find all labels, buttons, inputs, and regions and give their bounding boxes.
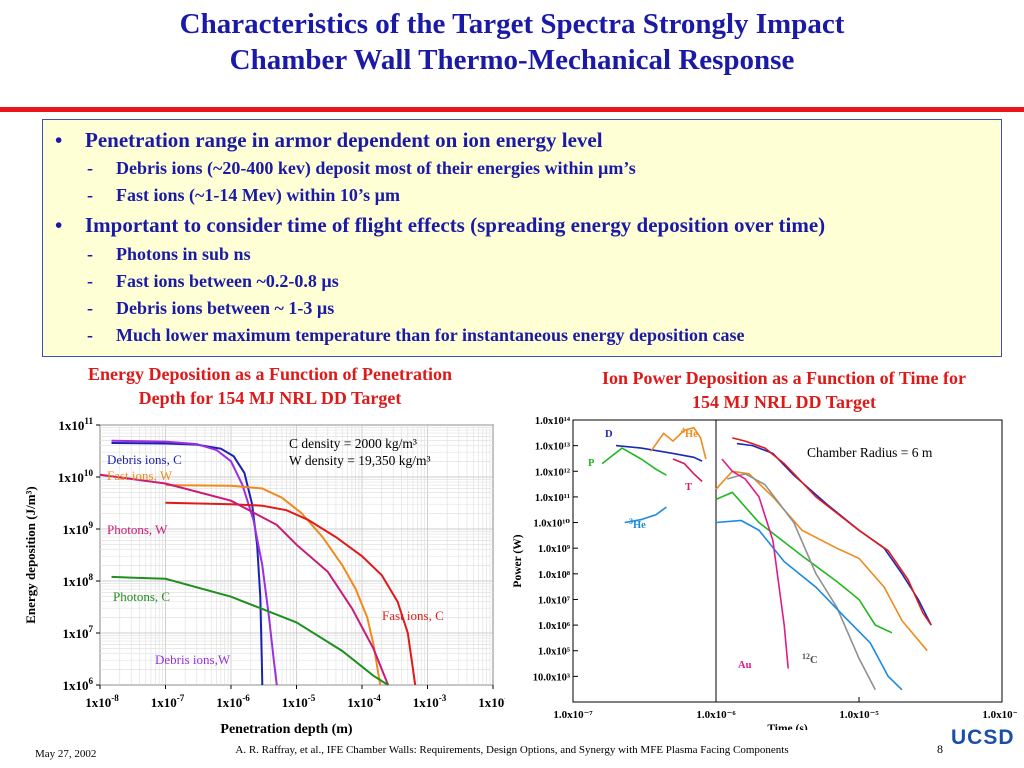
x-tick-label: 1.0x10⁻⁷: [553, 709, 593, 721]
x-tick-label: 1x10-7: [151, 693, 185, 710]
x-tick-label: 1.0x10⁻⁴: [982, 709, 1017, 721]
footer-reference: A. R. Raffray, et al., IFE Chamber Walls…: [235, 744, 789, 756]
series-label: D: [605, 429, 613, 440]
bullet-text: Debris ions between ~ 1-3 µs: [116, 298, 335, 318]
slide-title: Characteristics of the Target Spectra St…: [0, 6, 1024, 78]
series-label: Fast ions, C: [382, 608, 444, 623]
bullet-text: Penetration range in armor dependent on …: [85, 128, 603, 152]
series-line: [727, 472, 877, 691]
y-tick-label: 1.0x10⁸: [538, 570, 570, 581]
x-tick-label: 1x10-4: [347, 693, 381, 710]
x-tick-label: 1x10-2: [478, 693, 505, 710]
series-label: Au: [738, 660, 752, 671]
y-tick-label: 1.0x10⁷: [538, 595, 570, 606]
series-label: Fast ions, W: [107, 468, 173, 483]
page-number: 8: [937, 742, 943, 756]
series-label: 3He: [629, 517, 646, 531]
y-axis-label: Power (W): [512, 534, 524, 587]
chart-annotation: W density = 19,350 kg/m³: [289, 453, 431, 468]
bullet-text: Debris ions (~20-400 kev) deposit most o…: [116, 158, 636, 178]
bullet-text: Fast ions between ~0.2-0.8 µs: [116, 271, 339, 291]
series-line: [721, 458, 789, 669]
footer-date: May 27, 2002: [35, 748, 97, 760]
series-label: Photons, W: [107, 522, 168, 537]
series-line: [715, 519, 903, 691]
series-line: [111, 575, 389, 686]
x-tick-label: 1.0x10⁻⁵: [839, 709, 879, 721]
x-axis-label: Penetration depth (m): [220, 722, 353, 737]
series-label: Photons, C: [113, 589, 170, 604]
y-tick-label: 1.0x10⁵: [538, 647, 570, 658]
chart1-title-line2: Depth for 154 MJ NRL DD Target: [138, 388, 402, 408]
bullet-marker: -: [87, 298, 93, 318]
series-label: T: [685, 482, 692, 493]
series-line: [111, 439, 278, 686]
chart-annotation: Chamber Radius = 6 m: [807, 445, 933, 460]
y-tick-label: 1.0x10¹²: [535, 467, 570, 478]
series-line: [650, 426, 707, 460]
y-tick-label: 1x106: [62, 676, 93, 693]
chart1-title: Energy Deposition as a Function of Penet…: [20, 362, 520, 410]
chart2-title-line2: 154 MJ NRL DD Target: [692, 392, 876, 412]
bullet-marker: -: [87, 158, 93, 178]
series-label: 12C: [802, 652, 818, 666]
bullet-marker: •: [55, 213, 63, 237]
ion-power-chart: 10.0x10³ 1.0x10⁵ 1.0x10⁶ 1.0x10⁷ 1.0x10⁸ 1.0x…: [512, 416, 1017, 730]
series-label: Debris ions,W: [155, 652, 231, 667]
chart2-title: Ion Power Deposition as a Function of Ti…: [534, 366, 1024, 414]
series-line: [615, 444, 703, 462]
y-tick-label: 1.0x10¹⁰: [533, 519, 570, 530]
series-label: Debris ions, C: [107, 452, 182, 467]
y-tick-label: 1.0x10¹¹: [535, 493, 570, 504]
bullet-text: Important to consider time of flight eff…: [85, 213, 826, 237]
chart2-title-line1: Ion Power Deposition as a Function of Ti…: [601, 368, 966, 388]
x-tick-label: 1x10-5: [282, 693, 316, 710]
y-tick-label: 1x1011: [58, 416, 93, 433]
slide-title-line2: Chamber Wall Thermo-Mechanical Response: [229, 44, 795, 76]
series-line: [624, 506, 667, 524]
series-label: 4He: [681, 426, 698, 440]
series-line: [715, 491, 893, 634]
bullet-marker: -: [87, 325, 93, 345]
y-tick-label: 1.0x10⁶: [538, 621, 570, 632]
bullet-text: Much lower maximum temperature than for …: [116, 325, 745, 345]
series-line: [601, 447, 667, 476]
y-axis-label: Energy deposition (J/m³): [23, 486, 38, 624]
y-tick-label: 1.0x10¹⁴: [535, 416, 571, 427]
y-tick-label: 1.0x10¹³: [535, 442, 570, 453]
bullet-marker: -: [87, 185, 93, 205]
x-tick-label: 1x10-3: [413, 693, 447, 710]
chart-annotation: C density = 2000 kg/m³: [289, 436, 417, 451]
ucsd-logo: UCSD: [951, 726, 1015, 749]
series-line: [732, 437, 932, 626]
y-tick-label: 1.0x10⁹: [538, 544, 570, 555]
x-tick-label: 1.0x10⁻⁶: [696, 709, 736, 721]
bullet-marker: •: [55, 128, 63, 152]
series-line: [165, 501, 417, 686]
series-line: [672, 458, 703, 483]
y-tick-label: 1x108: [62, 572, 93, 589]
bullet-text: Fast ions (~1-14 Mev) within 10’s µm: [116, 185, 401, 205]
chart1-title-line1: Energy Deposition as a Function of Penet…: [88, 364, 452, 384]
y-tick-label: 1x109: [62, 520, 93, 537]
x-tick-label: 1x10-6: [216, 693, 250, 710]
series-label: P: [588, 458, 595, 469]
bullet-marker: -: [87, 244, 93, 264]
series-line: [99, 473, 390, 686]
y-tick-label: 10.0x10³: [533, 672, 570, 683]
bullet-text: Photons in sub ns: [116, 244, 251, 264]
title-rule: [0, 107, 1024, 112]
slide-title-line1: Characteristics of the Target Spectra St…: [179, 8, 845, 40]
bullet-box: • Penetration range in armor dependent o…: [42, 119, 1002, 357]
x-tick-label: 1x10-8: [85, 693, 119, 710]
bullet-marker: -: [87, 271, 93, 291]
y-tick-label: 1x107: [62, 624, 93, 641]
energy-deposition-chart: 1x10-8 1x10-7 1x10-6 1x10-5 1x10-4 1x10-3 1x10…: [23, 416, 505, 737]
series-line: [715, 470, 928, 652]
x-axis-label: Time (s): [767, 723, 808, 730]
y-tick-label: 1x1010: [58, 468, 94, 485]
